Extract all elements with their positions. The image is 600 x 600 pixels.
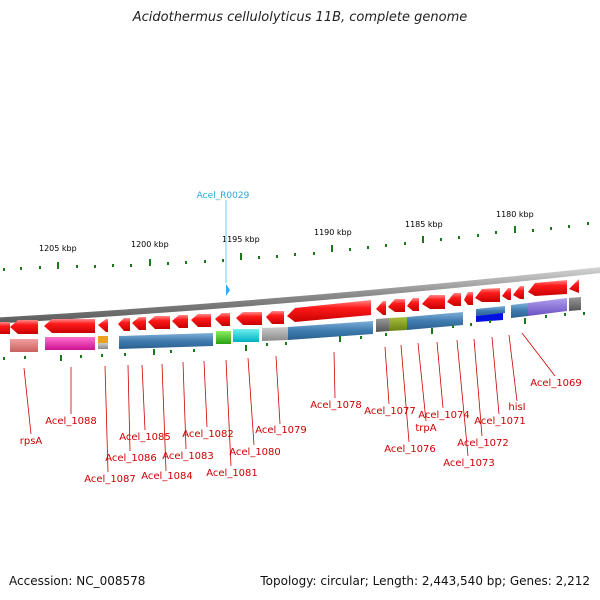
category-track (10, 297, 581, 352)
category-block (476, 313, 503, 322)
gene-arrow-1081[interactable] (215, 313, 230, 326)
gene-label-1078: Acel_1078 (310, 400, 362, 411)
scale-label-1190: 1190 kbp (314, 228, 352, 237)
category-block (233, 329, 259, 342)
gene-labels: rpsA Acel_1088 Acel_1087 Acel_1086 Acel_… (20, 378, 582, 485)
gene-label-1083: Acel_1083 (162, 451, 214, 462)
category-block (119, 333, 213, 349)
gene-label-1069: Acel_1069 (530, 378, 582, 389)
gene-label-1080: Acel_1080 (229, 447, 281, 458)
gene-arrow-rpsA[interactable] (10, 320, 38, 334)
category-block (10, 339, 38, 352)
accession-text: Accession: NC_008578 (9, 574, 146, 588)
gene-label-1079: Acel_1079 (255, 425, 307, 436)
gene-arrow-1086[interactable] (118, 318, 130, 331)
category-block (569, 297, 581, 311)
category-block (511, 303, 528, 318)
gene-label-rpsA: rpsA (20, 436, 43, 447)
scale-label-1195: 1195 kbp (222, 235, 260, 244)
gene-arrow-0[interactable] (0, 322, 10, 334)
gene-label-1071: Acel_1071 (474, 416, 526, 427)
category-block (216, 331, 231, 344)
topology-text: Topology: circular; Length: 2,443,540 bp… (260, 574, 590, 588)
category-block (98, 343, 108, 349)
gene-arrow-1074[interactable] (422, 295, 445, 309)
gene-arrow-1071[interactable] (475, 288, 500, 302)
gene-label-1072: Acel_1072 (457, 438, 509, 449)
gene-arrow-1085[interactable] (132, 317, 146, 330)
gene-arrow-1083[interactable] (172, 315, 188, 328)
gene-arrow-1073[interactable] (447, 293, 461, 306)
gene-arrow-1069b[interactable] (513, 286, 524, 299)
scale-ticks (3, 222, 589, 271)
category-block (528, 298, 567, 316)
scale-label-1205: 1205 kbp (39, 244, 77, 253)
gene-arrow-1072[interactable] (464, 292, 473, 305)
gene-arrow-1077[interactable] (376, 301, 386, 315)
gene-label-1087: Acel_1087 (84, 474, 136, 485)
label-leaders (23, 332, 556, 473)
scale-label-1180: 1180 kbp (496, 210, 534, 219)
category-block (376, 318, 389, 332)
category-block (98, 336, 108, 343)
gene-arrow-1069[interactable] (528, 280, 567, 296)
gene-label-1082: Acel_1082 (182, 429, 234, 440)
gene-arrow-end[interactable] (569, 279, 579, 293)
gene-arrow-1079[interactable] (266, 311, 284, 324)
gene-label-1073: Acel_1073 (443, 458, 495, 469)
category-block (262, 327, 288, 341)
category-block (407, 312, 463, 330)
gene-arrow-1087[interactable] (98, 319, 108, 332)
scale-label-1185: 1185 kbp (405, 220, 443, 229)
map-title: Acidothermus cellulolyticus 11B, complet… (132, 10, 468, 25)
gene-arrow-1080[interactable] (236, 312, 262, 325)
rna-feature-marker[interactable] (226, 284, 230, 296)
category-block (45, 337, 95, 350)
gene-arrow-hisI[interactable] (502, 288, 511, 300)
gene-label-1081: Acel_1081 (206, 468, 258, 479)
gene-arrow-1076[interactable] (388, 299, 405, 312)
gene-arrow-1078[interactable] (287, 300, 371, 322)
gene-label-1085: Acel_1085 (119, 432, 171, 443)
gene-label-1076: Acel_1076 (384, 444, 436, 455)
gene-arrow-1082[interactable] (191, 314, 211, 327)
gene-label-hisI: hisI (508, 402, 525, 413)
category-block (476, 306, 505, 316)
inner-ticks (3, 312, 585, 361)
rna-label: Acel_R0029 (197, 191, 250, 201)
gene-label-1088: Acel_1088 (45, 416, 97, 427)
gene-label-1074: Acel_1074 (418, 410, 470, 421)
gene-track (0, 279, 579, 334)
genome-backbone (0, 267, 600, 324)
gene-label-1084: Acel_1084 (141, 471, 193, 482)
scale-label-1200: 1200 kbp (131, 240, 169, 249)
gene-label-1077: Acel_1077 (364, 406, 416, 417)
category-block (389, 317, 407, 331)
category-block (288, 321, 373, 340)
gene-arrow-trpA[interactable] (407, 298, 419, 311)
gene-label-trpA: trpA (415, 423, 436, 434)
gene-label-1086: Acel_1086 (105, 453, 157, 464)
gene-arrow-1088[interactable] (44, 319, 95, 333)
gene-arrow-1084[interactable] (148, 316, 170, 329)
